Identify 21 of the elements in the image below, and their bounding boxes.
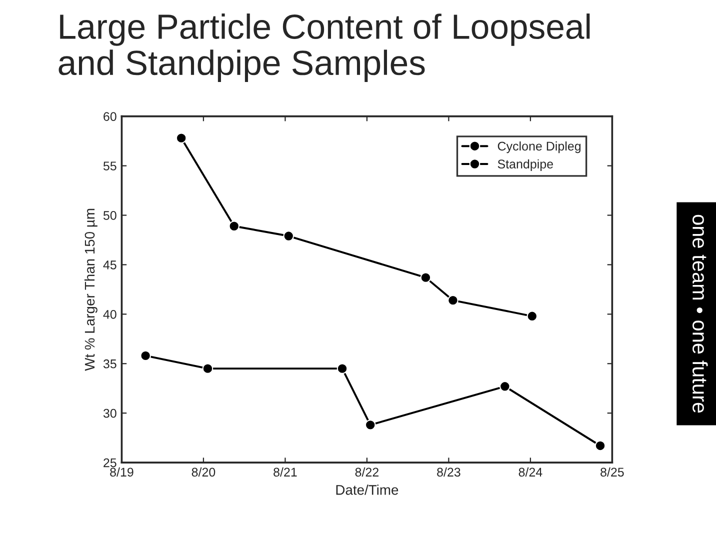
y-axis-title: Wt % Larger Than 150 µm [84, 208, 98, 371]
legend-label: Cyclone Dipleg [498, 141, 581, 154]
y-tick-label: 35 [103, 359, 116, 368]
chart-title: Large Particle Content of Loopseal and Standpipe Samples [58, 14, 590, 82]
x-tick-label: 8/19 [110, 467, 134, 477]
x-tick-label: 8/24 [518, 467, 542, 477]
x-tick-label: 8/23 [437, 467, 460, 477]
y-tick-label: 55 [103, 162, 116, 170]
y-tick-label: 50 [103, 211, 116, 220]
y-tick-label: 30 [103, 408, 116, 418]
y-tick-label: 45 [103, 260, 116, 270]
y-tick-label: 60 [104, 112, 116, 121]
x-tick-label: 8/25 [600, 467, 624, 477]
text: one team • one future [692, 214, 708, 413]
x-axis-title: Date/Time [336, 484, 398, 495]
legend-label: Standpipe [498, 159, 553, 171]
x-tick-label: 8/22 [355, 467, 378, 477]
x-tick-label: 8/20 [192, 467, 216, 477]
y-tick-label: 25 [104, 458, 116, 468]
y-tick-label: 40 [103, 310, 116, 319]
x-tick-label: 8/21 [274, 467, 297, 477]
